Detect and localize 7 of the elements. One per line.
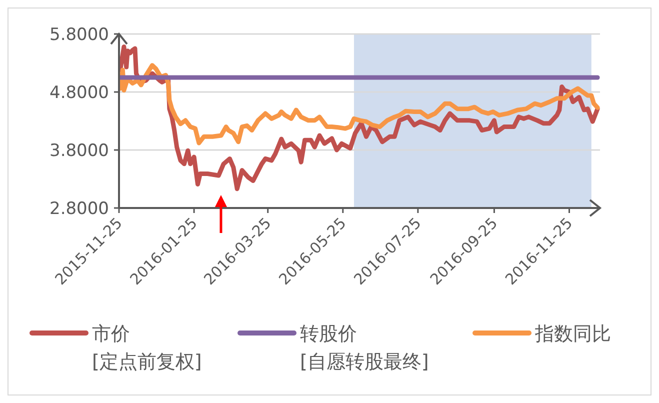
y-tick-label: 2.8000 [50,199,109,219]
y-tick-label: 4.8000 [50,83,109,103]
legend-label: 市价 [定点前复权] [92,323,202,373]
y-tick-label: 3.8000 [50,141,109,161]
legend-label: 指数同比 [534,323,611,345]
y-tick-label: 5.8000 [50,25,109,45]
legend-label: 转股价 [自愿转股最终] [300,323,429,373]
